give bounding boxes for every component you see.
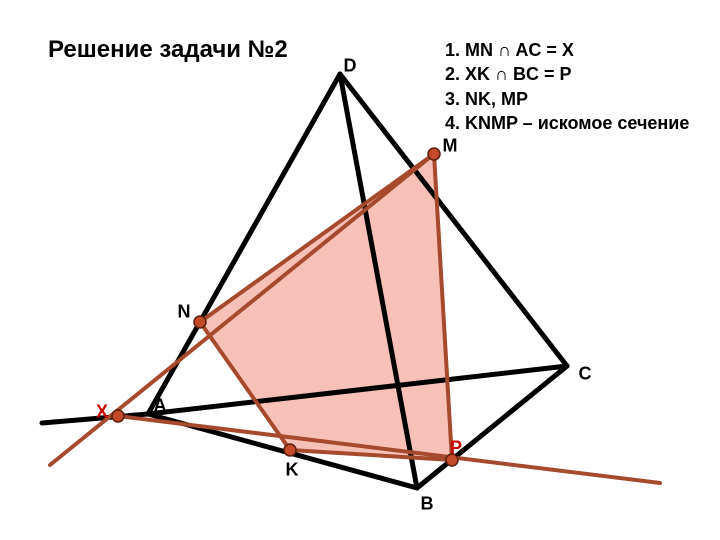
point-k (284, 444, 296, 456)
step-1: 1. MN ∩ AC = X (445, 38, 689, 62)
label-c: C (579, 364, 592, 385)
point-m (428, 148, 440, 160)
point-n (194, 316, 206, 328)
step-3: 3. NK, MP (445, 87, 689, 111)
point-x (112, 410, 124, 422)
section-fill (200, 154, 452, 460)
step-4: 4. KNMP – искомое сечение (445, 111, 689, 135)
label-p: P (450, 438, 462, 459)
diagram-stage: Решение задачи №2 1. MN ∩ AC = X 2. XK ∩… (0, 0, 720, 540)
label-m: M (443, 136, 458, 157)
label-a: A (154, 396, 167, 417)
step-2: 2. XK ∩ BC = P (445, 62, 689, 86)
label-b: B (421, 494, 434, 515)
label-x: X (96, 402, 108, 423)
page-title: Решение задачи №2 (48, 36, 288, 64)
solution-steps: 1. MN ∩ AC = X 2. XK ∩ BC = P 3. NK, MP … (445, 38, 689, 135)
label-k: K (286, 460, 299, 481)
label-d: D (344, 56, 357, 77)
label-n: N (178, 302, 191, 323)
